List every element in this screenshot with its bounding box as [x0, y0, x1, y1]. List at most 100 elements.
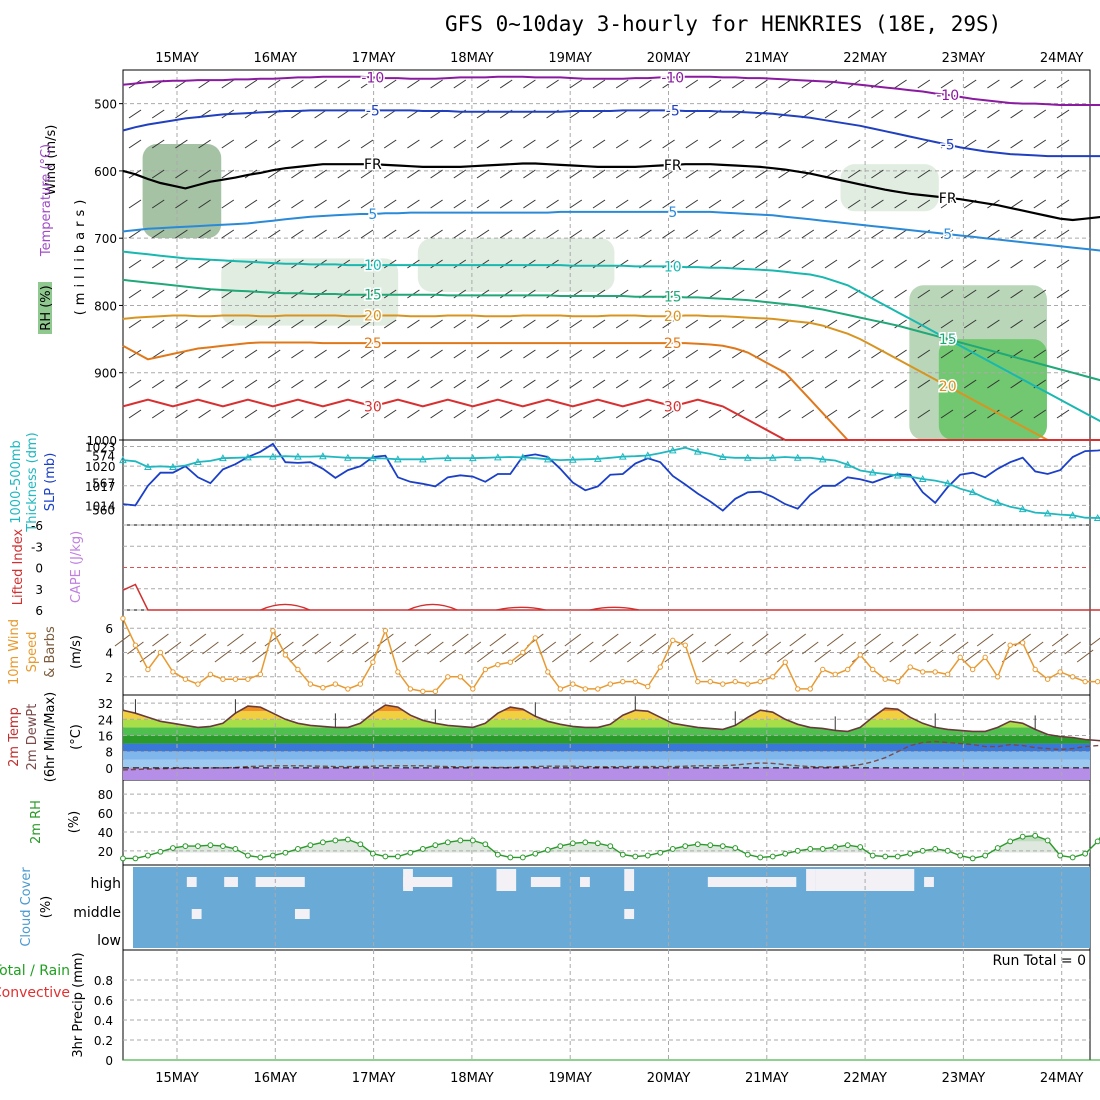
rh-patch — [142, 144, 222, 239]
wind-barb — [267, 139, 281, 149]
wind-barb — [755, 139, 768, 149]
wind-barb — [430, 259, 443, 269]
wind-barb — [244, 349, 258, 359]
rh-point — [294, 846, 301, 852]
wind-barb — [291, 349, 304, 359]
wind-barb — [592, 169, 606, 179]
wind-label-1: 10m Wind — [7, 619, 22, 685]
wind-barb — [175, 379, 188, 389]
wind-barb — [546, 169, 559, 179]
wind-barb — [291, 379, 304, 389]
date-label-bottom: 19MAY — [548, 1071, 592, 1086]
wind-barb — [708, 409, 722, 419]
wind-barb — [151, 109, 165, 119]
wind-barb — [523, 169, 536, 179]
wind-barb — [430, 349, 443, 359]
wind-barb — [198, 349, 211, 359]
wind-barb — [755, 259, 768, 269]
wind-barb — [731, 289, 745, 299]
series-line-slp — [122, 442, 1100, 512]
wind-barb — [314, 349, 327, 359]
precip-tick: 0 — [105, 1054, 113, 1068]
wind-barb-10m — [676, 633, 694, 647]
wind-barb — [360, 379, 374, 389]
wind-barb — [407, 349, 420, 359]
thickness-tick: 560 — [92, 504, 115, 518]
wind-barb — [430, 379, 443, 389]
wind-barb — [685, 199, 699, 209]
wind-barb — [1056, 409, 1070, 419]
wind-barb — [523, 79, 536, 89]
wind-speed-point — [982, 654, 988, 661]
wind-barb — [987, 139, 1000, 149]
wind-barb — [615, 349, 629, 359]
wind-barb — [847, 409, 861, 419]
temp-tick: 32 — [98, 697, 113, 711]
rh-point — [782, 850, 789, 857]
wind-barb-10m — [664, 649, 682, 663]
wind-barb-10m — [976, 633, 994, 647]
isotherm--5 — [122, 109, 1100, 158]
wind-barb — [499, 139, 513, 149]
wind-barb — [128, 379, 142, 389]
rh-point — [982, 852, 989, 859]
wind-barb — [963, 79, 977, 89]
wind-barb — [221, 79, 235, 89]
wind-barb — [940, 379, 954, 389]
wind-speed-point — [770, 674, 776, 680]
wind-barb-10m — [626, 649, 644, 663]
wind-barb-10m — [502, 641, 519, 655]
isotherm-label: FR — [364, 157, 382, 173]
wind-barb — [963, 289, 977, 299]
thickness-point — [144, 463, 152, 471]
wind-barb — [546, 139, 559, 149]
wind-barb — [1010, 319, 1023, 329]
date-label-bottom: 15MAY — [155, 1071, 199, 1086]
wind-barb-10m — [764, 641, 782, 655]
wind-label-3: & Barbs — [43, 626, 58, 678]
rh-patch — [221, 258, 399, 326]
wind-barb — [940, 169, 954, 179]
wind-barb — [685, 169, 699, 179]
wind-barb — [360, 349, 374, 359]
lifted-index-bump — [260, 603, 310, 611]
wind-barb — [383, 379, 397, 389]
wind-barb — [1010, 229, 1023, 239]
wind-barb — [987, 169, 1000, 179]
wind-barb — [847, 349, 861, 359]
wind-barb — [430, 319, 443, 329]
wind-barb — [708, 379, 722, 389]
wind-barb — [940, 109, 954, 119]
wind-label-4: (m/s) — [69, 635, 84, 669]
wind-speed-point — [1019, 640, 1026, 646]
wind-barb — [453, 199, 467, 209]
wind-barb — [267, 409, 281, 419]
wind-barb — [198, 409, 211, 419]
wind-barb — [383, 199, 397, 209]
wind-barb — [778, 349, 791, 359]
wind-barb — [128, 319, 142, 329]
date-label-top: 17MAY — [352, 51, 396, 66]
wind-barb — [407, 199, 420, 209]
cape-label: CAPE (J/kg) — [69, 531, 84, 603]
wind-barb — [453, 319, 467, 329]
cloud-tick: low — [97, 933, 121, 949]
wind-barb — [824, 259, 838, 269]
wind-speed-point — [407, 686, 414, 692]
rh-point — [894, 853, 901, 860]
wind-speed-point — [895, 678, 901, 685]
cloud-gap — [294, 909, 310, 919]
rh-point — [1057, 852, 1064, 859]
wind-barb — [987, 259, 1000, 269]
wind-barb — [801, 349, 815, 359]
isotherm-label: 15 — [364, 288, 382, 304]
wind-barb — [685, 229, 699, 239]
wind-barb-10m — [202, 641, 219, 655]
isotherm-label: 20 — [939, 379, 957, 395]
wind-barb-10m — [114, 633, 132, 647]
wind-barb — [708, 169, 722, 179]
wind-barb — [778, 259, 791, 269]
wind-barb-10m — [277, 641, 294, 655]
wind-barb-10m — [651, 641, 669, 655]
wind-speed-point — [457, 674, 464, 680]
